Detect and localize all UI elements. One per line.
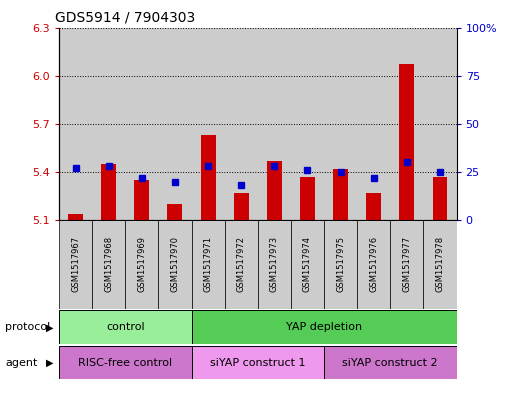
- Bar: [324, 346, 457, 379]
- Bar: [159, 28, 191, 220]
- Text: RISC-free control: RISC-free control: [78, 358, 172, 367]
- Bar: [291, 28, 324, 220]
- Text: GSM1517971: GSM1517971: [204, 236, 212, 292]
- Text: GSM1517977: GSM1517977: [402, 236, 411, 292]
- Text: siYAP construct 2: siYAP construct 2: [343, 358, 438, 367]
- Bar: [234, 193, 249, 220]
- Bar: [267, 161, 282, 220]
- Bar: [400, 64, 415, 220]
- Bar: [324, 28, 357, 220]
- Bar: [168, 204, 183, 220]
- Bar: [357, 220, 390, 309]
- Text: GSM1517967: GSM1517967: [71, 236, 80, 292]
- Text: GSM1517968: GSM1517968: [104, 236, 113, 292]
- Text: GSM1517970: GSM1517970: [170, 236, 180, 292]
- Bar: [225, 220, 258, 309]
- Bar: [390, 28, 423, 220]
- Bar: [125, 28, 159, 220]
- Text: GSM1517974: GSM1517974: [303, 236, 312, 292]
- Bar: [225, 28, 258, 220]
- Text: GSM1517972: GSM1517972: [236, 236, 246, 292]
- Bar: [300, 177, 315, 220]
- Bar: [432, 177, 447, 220]
- Text: GDS5914 / 7904303: GDS5914 / 7904303: [55, 11, 195, 25]
- Text: YAP depletion: YAP depletion: [286, 322, 362, 332]
- Text: GSM1517976: GSM1517976: [369, 236, 378, 292]
- Bar: [423, 28, 457, 220]
- Bar: [291, 220, 324, 309]
- Bar: [191, 310, 457, 344]
- Text: control: control: [106, 322, 145, 332]
- Text: agent: agent: [5, 358, 37, 368]
- Bar: [258, 28, 291, 220]
- Text: siYAP construct 1: siYAP construct 1: [210, 358, 306, 367]
- Bar: [92, 220, 125, 309]
- Text: protocol: protocol: [5, 322, 50, 332]
- Bar: [68, 214, 83, 220]
- Bar: [258, 220, 291, 309]
- Bar: [390, 220, 423, 309]
- Bar: [59, 310, 191, 344]
- Bar: [59, 28, 92, 220]
- Text: GSM1517973: GSM1517973: [270, 236, 279, 292]
- Bar: [357, 28, 390, 220]
- Bar: [59, 346, 191, 379]
- Bar: [159, 220, 191, 309]
- Bar: [191, 28, 225, 220]
- Bar: [134, 180, 149, 220]
- Text: GSM1517969: GSM1517969: [137, 236, 146, 292]
- Bar: [324, 220, 357, 309]
- Text: GSM1517975: GSM1517975: [336, 236, 345, 292]
- Text: ▶: ▶: [46, 322, 54, 332]
- Bar: [191, 346, 324, 379]
- Bar: [191, 220, 225, 309]
- Bar: [125, 220, 159, 309]
- Bar: [201, 135, 215, 220]
- Bar: [101, 164, 116, 220]
- Text: ▶: ▶: [46, 358, 54, 368]
- Bar: [423, 220, 457, 309]
- Bar: [366, 193, 381, 220]
- Bar: [92, 28, 125, 220]
- Text: GSM1517978: GSM1517978: [436, 236, 444, 292]
- Bar: [333, 169, 348, 220]
- Bar: [59, 220, 92, 309]
